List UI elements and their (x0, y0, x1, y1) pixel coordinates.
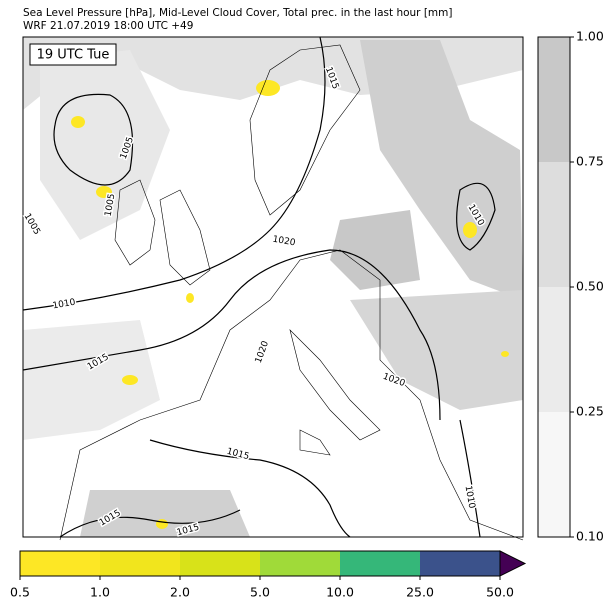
map-panel: 19 UTC Tue (22, 36, 524, 541)
colorbar-band (100, 551, 180, 576)
colorbar-extend (499, 550, 527, 577)
colorbar-tick-label: 5.0 (250, 585, 270, 600)
cloud-colorbar: 0.10 0.25 0.50 0.75 1.00 (537, 29, 604, 544)
colorbar-tick-label: 25.0 (406, 585, 434, 600)
colorbar-band (260, 551, 340, 576)
colorbar-band (420, 551, 500, 576)
subtitle: WRF 21.07.2019 18:00 UTC +49 (23, 20, 193, 32)
colorbar-tick-label: 0.75 (576, 154, 604, 169)
colorbar-band (538, 412, 570, 537)
colorbar-tick-label: 10.0 (326, 585, 354, 600)
isobars (22, 36, 496, 538)
title: Sea Level Pressure [hPa], Mid-Level Clou… (23, 7, 453, 19)
colorbar-band (340, 551, 420, 576)
colorbar-band (538, 287, 570, 412)
precip-colorbar: 0.5 1.0 2.0 5.0 10.0 25.0 50.0 (10, 550, 527, 600)
time-box (29, 43, 117, 66)
colorbar-tick-label: 0.10 (576, 529, 604, 544)
colorbar-band (538, 37, 570, 162)
cloud-cover (23, 37, 523, 537)
colorbar-tick-label: 50.0 (486, 585, 514, 600)
time-label: 19 UTC Tue (37, 48, 110, 63)
colorbar-tick-label: 0.25 (576, 404, 604, 419)
colorbar-tick-label: 2.0 (170, 585, 190, 600)
coastlines (59, 44, 524, 541)
colorbar-tick-label: 0.5 (10, 585, 30, 600)
colorbar-tick-label: 0.50 (576, 279, 604, 294)
precipitation (71, 80, 509, 529)
colorbar-tick-label: 1.0 (90, 585, 110, 600)
colorbar-band (180, 551, 260, 576)
colorbar-band (20, 551, 100, 576)
map-frame (22, 36, 524, 538)
colorbar-tick-label: 1.00 (576, 29, 604, 44)
colorbar-band (538, 162, 570, 287)
